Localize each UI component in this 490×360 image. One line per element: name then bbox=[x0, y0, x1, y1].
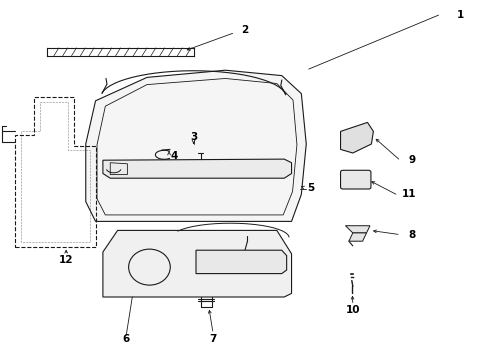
Text: 3: 3 bbox=[190, 132, 197, 142]
Polygon shape bbox=[349, 233, 367, 241]
FancyBboxPatch shape bbox=[341, 170, 371, 189]
Text: 10: 10 bbox=[345, 305, 360, 315]
Text: 4: 4 bbox=[170, 150, 178, 161]
Text: 2: 2 bbox=[242, 25, 248, 35]
Polygon shape bbox=[196, 250, 287, 274]
Text: 5: 5 bbox=[308, 183, 315, 193]
Polygon shape bbox=[345, 226, 370, 233]
Text: 7: 7 bbox=[209, 334, 217, 344]
Polygon shape bbox=[103, 159, 292, 178]
Text: 9: 9 bbox=[408, 155, 415, 165]
Polygon shape bbox=[103, 230, 292, 297]
Text: 8: 8 bbox=[408, 230, 415, 240]
Polygon shape bbox=[341, 122, 373, 153]
Text: 6: 6 bbox=[123, 334, 130, 344]
Text: 12: 12 bbox=[59, 255, 74, 265]
Text: 11: 11 bbox=[402, 189, 416, 199]
Polygon shape bbox=[86, 70, 306, 221]
Text: 1: 1 bbox=[457, 10, 464, 20]
